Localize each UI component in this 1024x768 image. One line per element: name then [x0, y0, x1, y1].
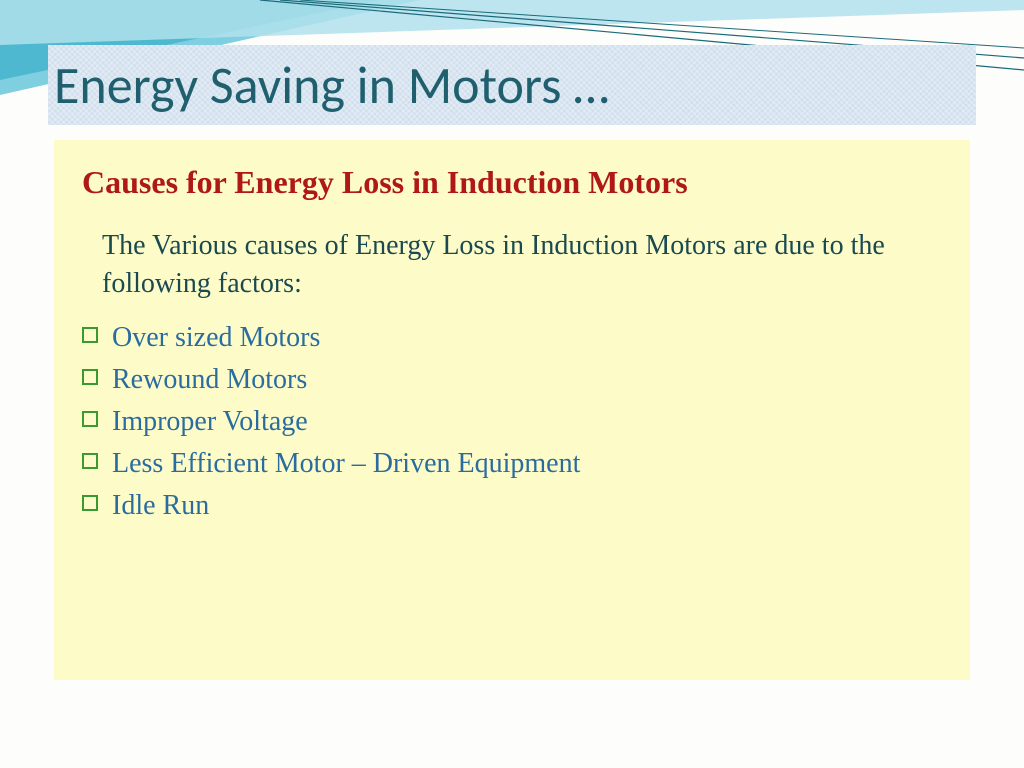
intro-text: The Various causes of Energy Loss in Ind… — [102, 227, 942, 303]
list-item: Idle Run — [82, 485, 942, 527]
slide-subtitle: Causes for Energy Loss in Induction Moto… — [82, 164, 942, 201]
list-item: Rewound Motors — [82, 359, 942, 401]
bullet-list: Over sized Motors Rewound Motors Imprope… — [82, 317, 942, 527]
list-item: Improper Voltage — [82, 401, 942, 443]
slide-title: Energy Saving in Motors … — [48, 53, 609, 117]
title-bar: Energy Saving in Motors … — [48, 45, 976, 125]
list-item: Less Efficient Motor – Driven Equipment — [82, 443, 942, 485]
content-box: Causes for Energy Loss in Induction Moto… — [54, 140, 970, 680]
list-item: Over sized Motors — [82, 317, 942, 359]
